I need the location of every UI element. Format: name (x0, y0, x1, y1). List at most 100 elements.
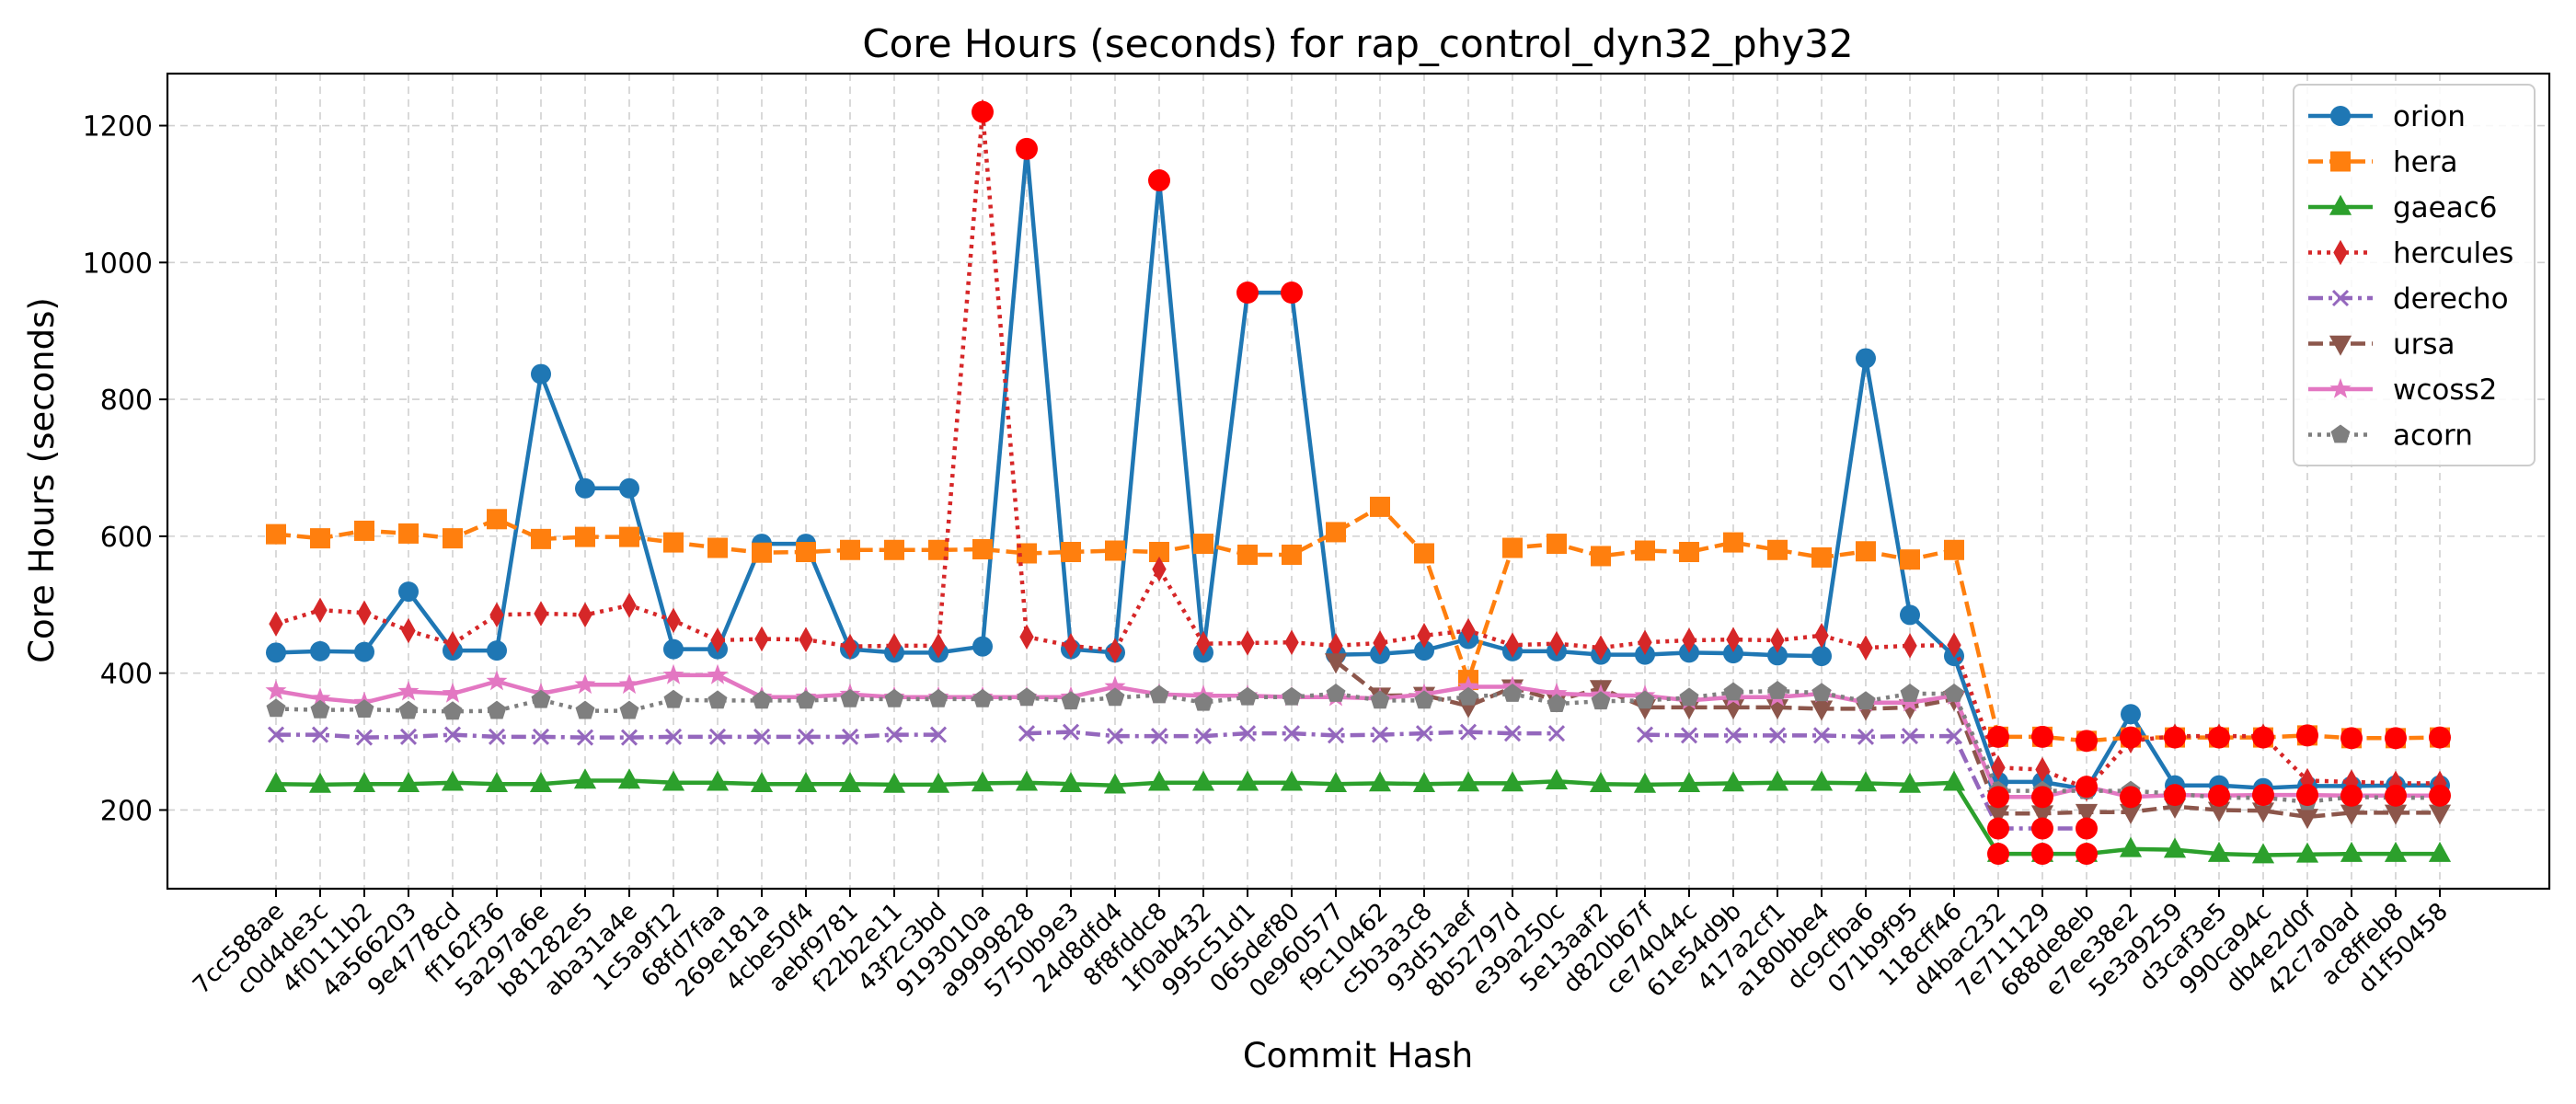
data-point-hera (1767, 539, 1788, 560)
highlight-point (2429, 726, 2451, 749)
data-point-gaeac6 (1324, 771, 1348, 792)
data-point-gaeac6 (1191, 770, 1215, 791)
data-point-derecho (1150, 728, 1168, 745)
data-point-derecho (355, 729, 374, 746)
data-point-hera (487, 509, 507, 530)
data-point-hercules (931, 633, 946, 659)
data-point-wcoss2 (1546, 682, 1568, 703)
data-point-hercules (534, 601, 548, 627)
highlight-point (2076, 776, 2098, 799)
highlight-point (2252, 726, 2274, 749)
data-point-ursa (2207, 801, 2231, 822)
data-point-hera (1723, 532, 1743, 553)
data-point-gaeac6 (661, 770, 685, 791)
y-tick-label: 200 (100, 795, 153, 827)
data-point-hercules (1770, 627, 1785, 653)
data-point-hercules (887, 633, 902, 659)
data-point-hercules (1108, 638, 1122, 663)
legend-marker-ursa (2329, 335, 2352, 356)
data-point-derecho (1459, 723, 1478, 741)
data-point-hera (1635, 540, 1655, 561)
data-point-gaeac6 (1765, 770, 1789, 791)
data-point-ursa (2295, 809, 2319, 830)
data-point-acorn (663, 689, 684, 708)
data-point-derecho (1857, 728, 1875, 745)
data-point-hercules (578, 602, 592, 628)
data-point-wcoss2 (486, 670, 508, 691)
data-point-ursa (2428, 804, 2452, 825)
data-point-hera (398, 523, 419, 544)
highlight-point (2208, 726, 2230, 749)
data-point-derecho (399, 728, 418, 745)
data-point-hera (796, 541, 816, 562)
data-point-wcoss2 (662, 663, 684, 684)
data-point-acorn (619, 700, 639, 719)
data-point-hera (1149, 541, 1169, 562)
y-tick-label: 1200 (83, 111, 153, 144)
legend-label-hera: hera (2393, 146, 2457, 179)
data-point-acorn (1900, 684, 1920, 702)
data-point-acorn (443, 701, 463, 720)
data-point-orion (354, 641, 374, 662)
data-point-orion (1900, 604, 1920, 626)
data-point-derecho (488, 728, 506, 745)
data-point-derecho (1327, 727, 1345, 744)
data-point-gaeac6 (2119, 836, 2143, 857)
data-point-hercules (1417, 623, 1432, 649)
data-point-derecho (753, 728, 771, 745)
highlight-point (2340, 727, 2363, 750)
data-point-gaeac6 (1280, 770, 1304, 791)
data-point-gaeac6 (1589, 771, 1613, 792)
data-point-acorn (1193, 692, 1213, 711)
highlight-point (1987, 843, 2009, 866)
data-point-hercules (1240, 630, 1255, 656)
data-point-gaeac6 (1942, 770, 1966, 791)
data-point-acorn (1414, 690, 1434, 709)
data-point-acorn (1282, 686, 1302, 706)
data-point-acorn (1370, 690, 1390, 709)
data-point-acorn (575, 700, 595, 719)
highlight-point (2076, 730, 2098, 753)
data-point-hercules (1064, 633, 1078, 659)
data-point-gaeac6 (882, 772, 906, 793)
data-point-acorn (840, 688, 860, 707)
highlight-point (1987, 786, 2009, 809)
data-point-derecho (1106, 728, 1124, 745)
data-point-gaeac6 (1236, 770, 1259, 791)
data-point-hercules (2388, 770, 2403, 797)
data-point-ursa (1810, 700, 1834, 721)
data-point-wcoss2 (574, 673, 596, 695)
highlight-layer (972, 100, 2451, 866)
data-point-ursa (2030, 805, 2054, 826)
highlight-point (2164, 726, 2186, 749)
data-point-acorn (1723, 682, 1743, 701)
data-point-gaeac6 (397, 771, 420, 792)
data-point-hercules (2344, 769, 2359, 795)
data-point-hera (1900, 549, 1920, 570)
legend-marker-hercules (2333, 239, 2348, 266)
data-point-acorn (354, 699, 374, 718)
data-point-hercules (843, 633, 857, 660)
data-point-hercules (2432, 770, 2447, 797)
data-point-hera (972, 539, 993, 560)
highlight-point (2120, 786, 2142, 809)
data-point-gaeac6 (264, 771, 288, 792)
y-tick-label: 800 (100, 385, 153, 417)
highlight-point (1016, 137, 1038, 160)
data-point-hercules (269, 611, 283, 637)
data-point-hera (1370, 496, 1390, 517)
data-point-gaeac6 (1412, 771, 1436, 792)
data-point-gaeac6 (352, 771, 376, 792)
data-point-hercules (1284, 629, 1299, 655)
data-point-hera (840, 539, 860, 560)
data-point-derecho (1194, 728, 1213, 745)
highlight-point (1987, 817, 2009, 840)
data-point-derecho (532, 728, 550, 745)
data-point-hercules (1991, 754, 2006, 781)
highlight-point (2031, 817, 2053, 840)
data-point-derecho (1371, 726, 1389, 743)
legend-marker-hera (2330, 151, 2351, 172)
data-point-hercules (622, 592, 637, 618)
legend: orion hera gaeac6 hercules derecho ursa wcoss2… (2293, 84, 2536, 466)
data-point-orion (310, 640, 330, 661)
